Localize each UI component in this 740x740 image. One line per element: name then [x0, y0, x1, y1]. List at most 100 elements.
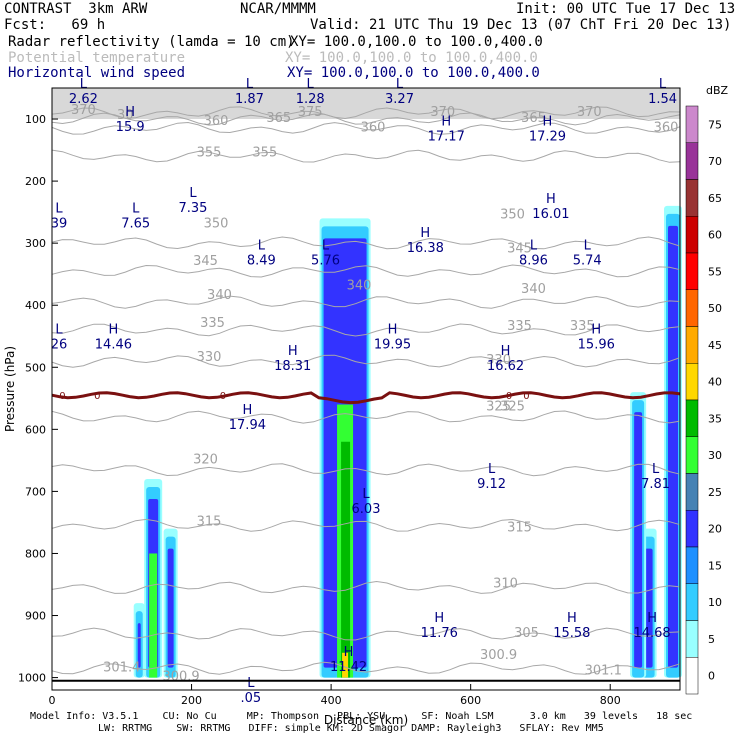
colorbar-swatch [685, 363, 699, 401]
wind-extremum-value: 17.29 [529, 129, 566, 144]
isentrope-label: 340 [207, 288, 232, 303]
isentrope-365 [51, 112, 681, 126]
wind-extremum-value: 11.76 [421, 626, 458, 641]
y-tick-label: 800 [25, 547, 46, 560]
x-tick-label: 600 [460, 694, 481, 707]
refl-col-6-core [668, 225, 679, 668]
wind-extremum-type: H [647, 611, 657, 626]
wind-extremum-type: L [659, 77, 667, 92]
forecast-hour: Fcst: 69 h [4, 17, 106, 33]
isentrope-label: 355 [252, 145, 277, 160]
colorbar-swatch [685, 105, 699, 143]
colorbar-label: 55 [708, 265, 722, 278]
colorbar-label: 45 [708, 339, 722, 352]
y-tick-label: 900 [25, 610, 46, 623]
wind-extremum-value: 8.49 [247, 254, 276, 269]
x-tick-label: 800 [600, 694, 621, 707]
colorbar-label: 20 [708, 523, 722, 536]
freezing-line-label: 0 [220, 391, 226, 402]
wind-extremum-value: 8.96 [519, 254, 548, 269]
isentrope-label: 30 [117, 108, 134, 123]
field-reflectivity: Radar reflectivity (lamda = 10 cm) [8, 34, 295, 50]
wind-extremum-value: 14.46 [95, 337, 132, 352]
isentrope-label: 300.9 [480, 648, 517, 663]
wind-extremum-type: L [322, 239, 330, 254]
colorbar-swatch [685, 657, 699, 695]
colorbar-label: 70 [708, 155, 722, 168]
colorbar-swatch [685, 510, 699, 548]
wind-extremum-value: 5.76 [311, 254, 340, 269]
field-wind: Horizontal wind speed [8, 65, 186, 81]
isentrope-label: 340 [521, 282, 546, 297]
isentrope-320 [51, 463, 681, 477]
colorbar-swatch [685, 216, 699, 254]
wind-extremum-type: L [246, 77, 254, 92]
wind-extremum-type: L [362, 487, 370, 502]
wind-extremum-type: H [543, 114, 553, 129]
field-theta-xy: XY= 100.0,100.0 to 100.0,400.0 [285, 50, 538, 66]
main-core-yellow [342, 652, 349, 678]
y-tick-label: 500 [25, 361, 46, 374]
isentrope-label: 315 [507, 521, 532, 536]
wind-extremum-value: 9.12 [477, 477, 506, 492]
isentrope-label: 301.4 [103, 660, 140, 675]
freezing-line-label: 0 [94, 391, 100, 402]
model-title: CONTRAST 3km ARW [4, 1, 148, 17]
isentrope-label: 375 [298, 105, 323, 120]
y-tick-label: 600 [25, 423, 46, 436]
freezing-line-label: 0 [59, 391, 65, 402]
field-theta: Potential temperature [8, 50, 186, 66]
wind-extremum-type: L [307, 77, 315, 92]
isentrope-label: 345 [507, 241, 532, 256]
freezing-line-label: 0 [506, 391, 512, 402]
wind-extremum-type: H [288, 344, 298, 359]
wind-extremum-value: 19.95 [374, 337, 411, 352]
y-tick-label: 200 [25, 175, 46, 188]
isentrope-301.4 [51, 661, 681, 675]
colorbar-label: 75 [708, 118, 722, 131]
isentrope-label: 310 [493, 577, 518, 592]
wind-extremum-type: H [567, 611, 577, 626]
wind-extremum-type: H [546, 192, 556, 207]
colorbar-swatch [685, 583, 699, 621]
wind-extremum-type: L [652, 462, 660, 477]
main-core-darkgreen [341, 441, 351, 678]
y-tick-label: 300 [25, 237, 46, 250]
colorbar-swatch [685, 546, 699, 584]
isentrope-310 [51, 580, 681, 594]
colorbar-label: 5 [708, 633, 715, 646]
isentrope-305 [51, 627, 681, 641]
isentrope-label: 335 [507, 319, 532, 334]
colorbar-swatch [685, 473, 699, 511]
colorbar: 0 5 10 15 20 25 30 35 40 45 50 55 60 65 70 75 dBZ [685, 84, 729, 695]
wind-extremum-value: 16.38 [407, 241, 444, 256]
wind-extremum-value: 16.01 [532, 207, 569, 222]
isentrope-label: 350 [500, 207, 525, 222]
isentrope-345 [51, 264, 681, 278]
isentrope-label: 320 [193, 452, 218, 467]
wind-extremum-value: 7.35 [178, 201, 207, 216]
wind-extremum-type: L [55, 322, 63, 337]
wind-extremum-value: 5.74 [573, 254, 602, 269]
colorbar-swatch [685, 252, 699, 290]
colorbar-unit: dBZ [706, 84, 729, 97]
y-tick-label: 400 [25, 299, 46, 312]
center-label: NCAR/MMMM [240, 1, 316, 17]
wind-extremum-type: H [125, 105, 135, 120]
isentrope-315 [51, 518, 681, 532]
wind-extremum-type: L [530, 239, 538, 254]
isentrope-360 [51, 121, 681, 135]
colorbar-label: 10 [708, 596, 722, 609]
wind-extremum-value: 17.17 [428, 129, 465, 144]
isentrope-label: 370 [71, 103, 96, 118]
wind-extremum-type: H [242, 403, 252, 418]
isentrope-label: 325 [486, 400, 511, 415]
colorbar-label: 60 [708, 229, 722, 242]
isentrope-label: 365 [521, 111, 546, 126]
wind-extremum-type: H [441, 114, 451, 129]
isentrope-label: 330 [197, 350, 222, 365]
colorbar-label: 25 [708, 486, 722, 499]
isentrope-label: 305 [514, 626, 539, 641]
init-time: Init: 00 UTC Tue 17 Dec 13 [516, 1, 736, 17]
